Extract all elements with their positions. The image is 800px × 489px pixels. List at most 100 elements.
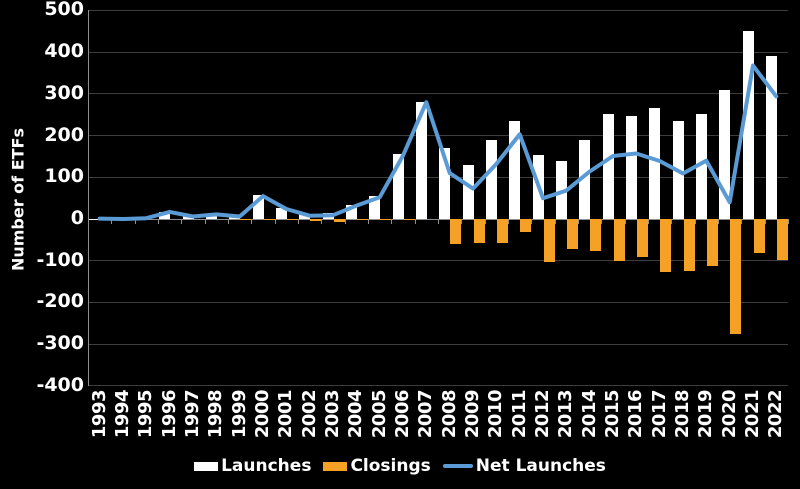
launches-bar bbox=[625, 115, 637, 219]
x-axis-tick bbox=[321, 219, 323, 224]
x-year-label: 1999 bbox=[228, 390, 250, 439]
y-tick-label: 0 bbox=[70, 207, 84, 229]
x-year-label: 2010 bbox=[485, 390, 507, 439]
x-axis-tick bbox=[134, 219, 136, 224]
x-axis-tick bbox=[694, 219, 696, 224]
launches-bar bbox=[182, 216, 194, 219]
x-axis-tick bbox=[718, 219, 719, 224]
x-axis-tick bbox=[438, 219, 439, 224]
x-year-label: 2016 bbox=[625, 390, 647, 439]
launches-bar bbox=[322, 212, 334, 219]
launches-bar bbox=[369, 196, 381, 219]
launches-bar bbox=[252, 195, 264, 219]
y-tick-label: -200 bbox=[36, 290, 84, 313]
x-year-label: 2013 bbox=[555, 390, 577, 439]
x-axis-tick bbox=[741, 219, 743, 224]
gridline bbox=[88, 93, 788, 95]
closings-bar bbox=[333, 219, 345, 222]
x-axis-tick bbox=[344, 219, 346, 224]
launches-bar bbox=[742, 31, 754, 219]
x-axis-tick bbox=[461, 219, 463, 224]
y-tick-label: -100 bbox=[36, 248, 84, 271]
x-axis-tick bbox=[88, 219, 89, 224]
closings-bar bbox=[380, 219, 392, 220]
x-axis-tick bbox=[788, 219, 789, 224]
closings-bar bbox=[356, 219, 368, 220]
x-year-label: 2001 bbox=[275, 390, 297, 439]
x-year-label: 2006 bbox=[392, 390, 413, 439]
x-axis-tick bbox=[624, 219, 626, 224]
x-year-label: 2012 bbox=[532, 390, 553, 439]
x-axis-tick bbox=[298, 219, 299, 224]
closings-bar bbox=[660, 219, 672, 273]
x-year-label: 1996 bbox=[158, 390, 180, 439]
x-year-label: 2011 bbox=[508, 390, 530, 439]
launches-bar bbox=[275, 208, 287, 219]
x-year-label: 1998 bbox=[205, 390, 227, 439]
closings-bar bbox=[753, 219, 765, 254]
x-year-label: 2014 bbox=[578, 390, 600, 439]
x-year-label: 1994 bbox=[112, 390, 133, 439]
closings-bar bbox=[730, 219, 742, 334]
launches-bar bbox=[439, 148, 451, 219]
x-year-label: 2019 bbox=[695, 390, 717, 439]
y-tick-label: 500 bbox=[44, 0, 84, 21]
x-axis-tick bbox=[764, 219, 766, 224]
gridline bbox=[88, 385, 788, 387]
launches-bar bbox=[719, 89, 731, 219]
closings-bar bbox=[286, 219, 298, 220]
launches-bar bbox=[672, 121, 684, 219]
launches-bar bbox=[579, 139, 591, 219]
y-tick-label: 100 bbox=[44, 165, 84, 188]
x-axis-tick bbox=[508, 219, 509, 224]
launches-bar bbox=[229, 215, 241, 219]
closings-bar bbox=[263, 219, 275, 220]
launches-bar bbox=[135, 218, 147, 219]
legend-label-closings: Closings bbox=[350, 456, 431, 476]
x-year-label: 2020 bbox=[718, 390, 740, 439]
legend-label-launches: Launches bbox=[221, 456, 312, 476]
closings-swatch-icon bbox=[323, 461, 348, 471]
x-axis-tick bbox=[648, 219, 649, 224]
legend-item-launches: Launches bbox=[194, 456, 311, 476]
x-year-label: 2021 bbox=[742, 390, 763, 439]
launches-bar bbox=[509, 121, 521, 219]
launches-bar bbox=[345, 204, 357, 219]
x-year-label: 2000 bbox=[252, 390, 273, 439]
y-tick-label: 300 bbox=[44, 81, 84, 104]
closings-bar bbox=[310, 219, 322, 221]
gridline bbox=[88, 343, 788, 345]
launches-bar bbox=[299, 213, 311, 219]
x-axis-tick bbox=[368, 219, 369, 224]
closings-bar bbox=[590, 219, 602, 251]
launches-bar bbox=[415, 102, 427, 219]
net-launches-line-swatch-icon bbox=[442, 464, 473, 468]
x-year-label: 2007 bbox=[415, 390, 437, 439]
gridline bbox=[88, 10, 788, 11]
x-year-label: 2003 bbox=[322, 390, 343, 439]
gridline bbox=[88, 260, 788, 262]
x-year-label: 2015 bbox=[602, 390, 623, 439]
x-axis-tick bbox=[578, 219, 579, 224]
closings-bar bbox=[450, 219, 462, 245]
gridline bbox=[88, 301, 788, 303]
launches-bar bbox=[392, 154, 404, 219]
launches-bar bbox=[485, 139, 497, 219]
launches-bar bbox=[602, 114, 614, 219]
legend-label-net-launches: Net Launches bbox=[475, 456, 606, 476]
x-year-label: 2005 bbox=[368, 390, 390, 439]
launches-bar bbox=[555, 160, 567, 219]
x-axis-tick bbox=[531, 219, 533, 224]
x-year-label: 2002 bbox=[298, 390, 320, 439]
x-axis-tick bbox=[181, 219, 183, 224]
launches-bar bbox=[462, 164, 474, 219]
x-axis-tick bbox=[391, 219, 393, 224]
closings-bar bbox=[636, 219, 648, 257]
closings-bar bbox=[240, 219, 252, 221]
x-year-label: 1995 bbox=[135, 390, 157, 439]
closings-bar bbox=[520, 219, 532, 233]
x-axis-tick bbox=[554, 219, 556, 224]
x-year-label: 2009 bbox=[462, 390, 483, 439]
x-year-label: 2018 bbox=[672, 390, 693, 439]
